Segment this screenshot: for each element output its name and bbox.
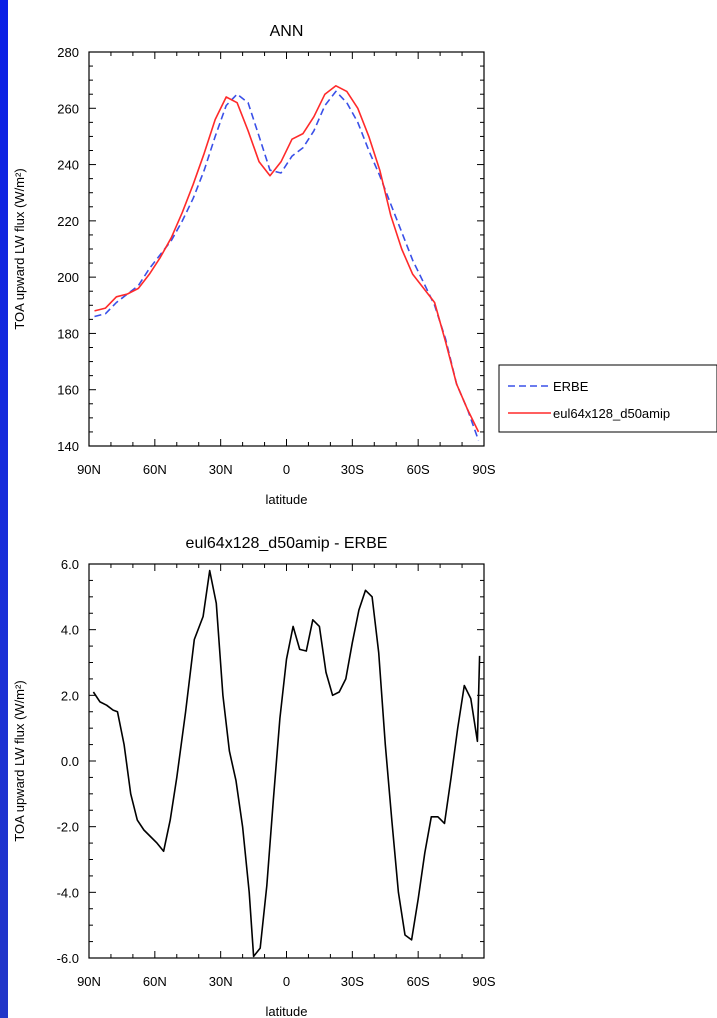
x-tick-label: 30S [341,462,364,477]
x-tick-label: 30N [209,462,233,477]
x-tick-label: 30S [341,974,364,989]
y-tick-label: 140 [57,439,79,454]
y-tick-label: 6.0 [61,557,79,572]
plot-frame [88,563,485,959]
y-tick-label: 260 [57,101,79,116]
x-tick-label: 90S [472,462,495,477]
x-tick-label: 60N [143,974,167,989]
difference-series-line [92,569,481,958]
y-tick-label: -4.0 [57,885,79,900]
y-tick-label: 0.0 [61,754,79,769]
x-tick-label: 0 [283,974,290,989]
y-tick-label: 240 [57,158,79,173]
x-tick-label: 30N [209,974,233,989]
chart-difference: eul64x128_d50amip - ERBE 90N 60N 30N 0 30S 60S… [12,535,496,1018]
x-tick-label: 60S [407,462,430,477]
y-axis-label: TOA upward LW flux (W/m²) [12,680,27,841]
chart-title: eul64x128_d50amip - ERBE [186,535,388,552]
y-tick-label: -2.0 [57,820,79,835]
x-axis-label: latitude [266,492,308,507]
y-tick-label: 160 [57,383,79,398]
legend-label: eul64x128_d50amip [553,406,670,421]
y-tick-label: -6.0 [57,951,79,966]
chart-title: ANN [270,23,304,40]
y-tick-label: 200 [57,270,79,285]
chart-annual-lw-flux: ANN 90N 60N 30N 0 30S 60S 90S 140 160 180 200 220 240… [12,23,717,507]
legend-box [498,364,717,433]
x-tick-label: 60N [143,462,167,477]
y-tick-label: 280 [57,45,79,60]
y-tick-label: 180 [57,326,79,341]
figure-svg: ANN 90N 60N 30N 0 30S 60S 90S 140 160 180 200 220 240… [12,23,717,1018]
y-axis-label: TOA upward LW flux (W/m²) [12,168,27,329]
erbe-series-line [94,90,480,441]
x-tick-label: 90N [77,974,101,989]
eul64x128-d50amip-series-line [94,85,480,433]
y-tick-label: 2.0 [61,688,79,703]
plot-frame [88,51,485,447]
x-tick-label: 90S [472,974,495,989]
y-tick-label: 4.0 [61,623,79,638]
figure-panel: ANN 90N 60N 30N 0 30S 60S 90S 140 160 180 200 220 240… [8,0,717,1018]
x-tick-label: 60S [407,974,430,989]
legend-label: ERBE [553,379,589,394]
x-tick-label: 90N [77,462,101,477]
x-tick-label: 0 [283,462,290,477]
y-tick-label: 220 [57,214,79,229]
x-axis-label: latitude [266,1004,308,1018]
